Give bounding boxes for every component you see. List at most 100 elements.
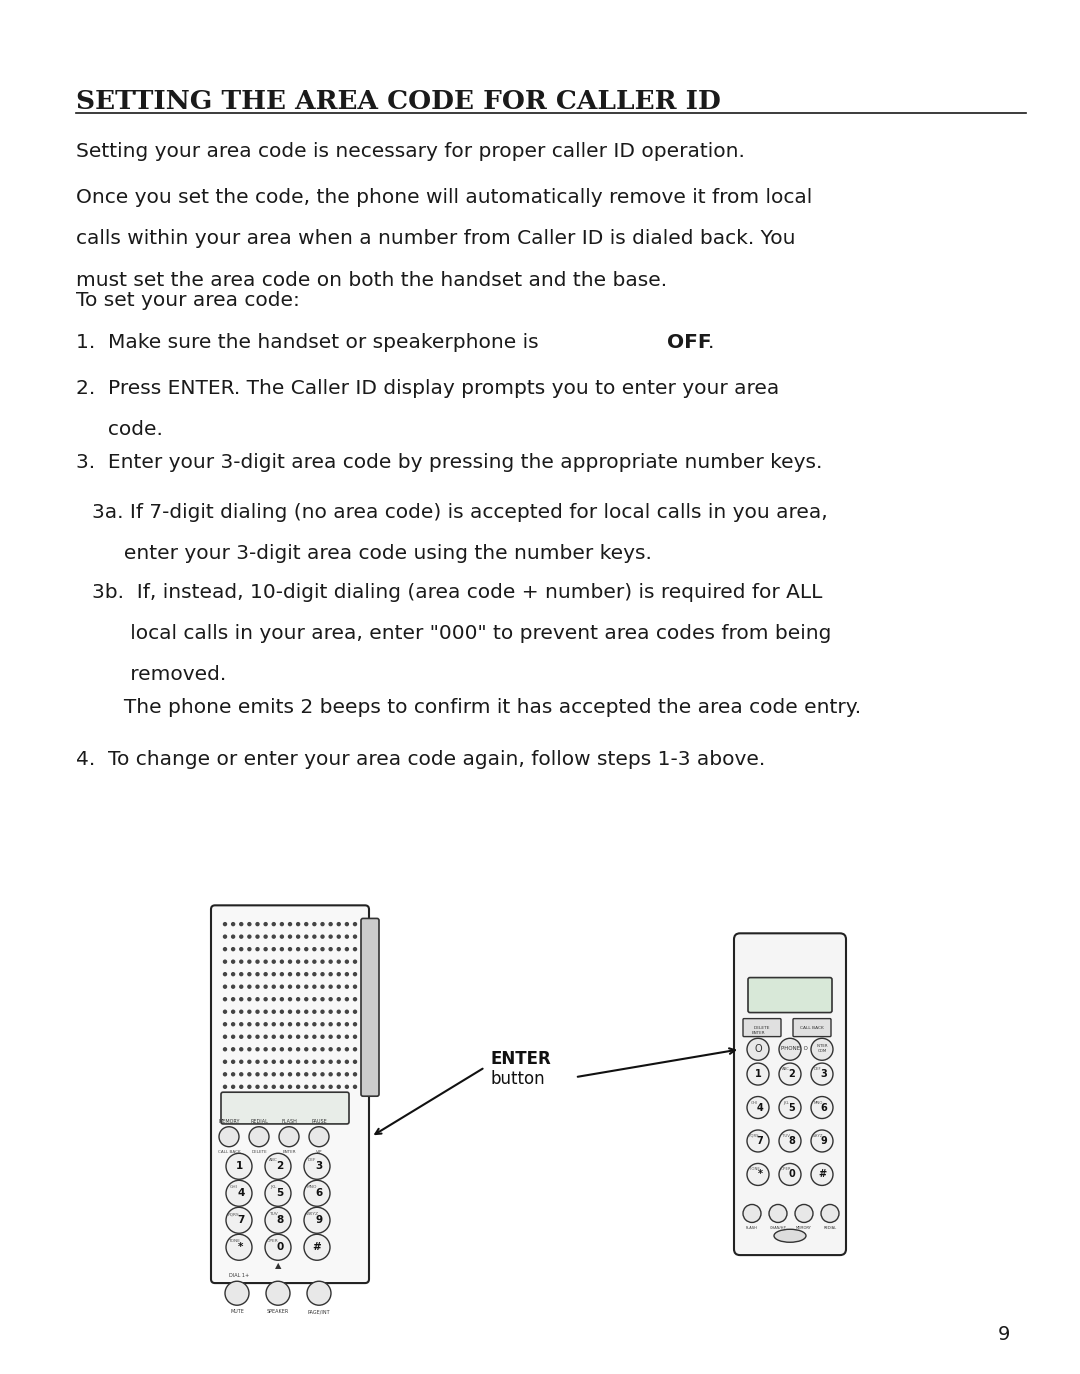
Text: GHI: GHI	[751, 1101, 757, 1105]
Text: MEMORY: MEMORY	[796, 1227, 812, 1231]
Text: calls within your area when a number from Caller ID is dialed back. You: calls within your area when a number fro…	[76, 229, 795, 249]
Circle shape	[281, 973, 283, 976]
Circle shape	[747, 1096, 769, 1118]
Circle shape	[329, 1085, 333, 1088]
Text: To set your area code:: To set your area code:	[76, 291, 299, 311]
Circle shape	[288, 998, 292, 1000]
Circle shape	[248, 960, 251, 963]
Text: DEF: DEF	[308, 1158, 316, 1162]
Circle shape	[313, 1048, 315, 1051]
Circle shape	[231, 1010, 234, 1013]
Text: 9: 9	[315, 1215, 323, 1226]
Circle shape	[256, 1010, 259, 1013]
Circle shape	[272, 973, 275, 976]
Circle shape	[297, 1048, 299, 1051]
Text: MNO: MNO	[307, 1186, 318, 1190]
Circle shape	[272, 1048, 275, 1051]
Circle shape	[224, 922, 227, 926]
Circle shape	[353, 948, 356, 951]
Circle shape	[265, 1234, 291, 1260]
Text: #: #	[312, 1242, 322, 1252]
Circle shape	[305, 960, 308, 963]
Circle shape	[309, 1127, 329, 1147]
Circle shape	[256, 1061, 259, 1063]
Circle shape	[224, 1022, 227, 1026]
Circle shape	[346, 960, 349, 963]
Circle shape	[288, 1085, 292, 1088]
FancyBboxPatch shape	[748, 977, 832, 1013]
Circle shape	[281, 960, 283, 963]
Circle shape	[272, 1085, 275, 1088]
Circle shape	[307, 1281, 330, 1305]
Text: 4: 4	[238, 1189, 245, 1198]
Circle shape	[231, 1035, 234, 1039]
Text: VIP: VIP	[315, 1150, 322, 1154]
Circle shape	[769, 1205, 787, 1223]
Circle shape	[321, 922, 324, 926]
Circle shape	[265, 960, 267, 963]
Circle shape	[256, 973, 259, 976]
Circle shape	[240, 1048, 243, 1051]
Circle shape	[353, 1022, 356, 1026]
Circle shape	[337, 1022, 340, 1026]
Circle shape	[313, 985, 315, 988]
FancyBboxPatch shape	[734, 933, 846, 1254]
Circle shape	[305, 985, 308, 988]
Circle shape	[346, 936, 349, 938]
Circle shape	[281, 936, 283, 938]
Text: 6: 6	[821, 1102, 827, 1113]
Text: must set the area code on both the handset and the base.: must set the area code on both the hands…	[76, 271, 666, 290]
Circle shape	[329, 1022, 333, 1026]
Circle shape	[288, 960, 292, 963]
Circle shape	[346, 998, 349, 1000]
Circle shape	[297, 1073, 299, 1076]
Circle shape	[265, 1035, 267, 1039]
Circle shape	[265, 1061, 267, 1063]
Circle shape	[353, 1073, 356, 1076]
Circle shape	[240, 1085, 243, 1088]
Circle shape	[305, 922, 308, 926]
Text: MEMORY: MEMORY	[218, 1118, 240, 1124]
Circle shape	[249, 1127, 269, 1147]
Circle shape	[305, 998, 308, 1000]
Circle shape	[248, 948, 251, 951]
Circle shape	[305, 936, 308, 938]
FancyBboxPatch shape	[211, 905, 369, 1283]
Circle shape	[329, 998, 333, 1000]
Circle shape	[288, 922, 292, 926]
Circle shape	[272, 922, 275, 926]
Circle shape	[231, 998, 234, 1000]
Circle shape	[224, 1085, 227, 1088]
Circle shape	[353, 1048, 356, 1051]
Text: 5: 5	[276, 1189, 284, 1198]
Text: *: *	[239, 1242, 244, 1252]
Text: removed.: removed.	[92, 665, 226, 684]
Circle shape	[313, 1010, 315, 1013]
Text: TUV: TUV	[269, 1212, 278, 1216]
Circle shape	[779, 1096, 801, 1118]
Circle shape	[281, 948, 283, 951]
Text: JKL: JKL	[783, 1101, 788, 1105]
Circle shape	[288, 1010, 292, 1013]
Circle shape	[224, 1010, 227, 1013]
Text: CALL BACK: CALL BACK	[800, 1025, 824, 1029]
Circle shape	[248, 1022, 251, 1026]
Circle shape	[265, 1180, 291, 1206]
Circle shape	[266, 1281, 291, 1305]
Circle shape	[321, 1010, 324, 1013]
Circle shape	[265, 1010, 267, 1013]
Circle shape	[297, 936, 299, 938]
Circle shape	[305, 1010, 308, 1013]
Text: 1.  Make sure the handset or speakerphone is: 1. Make sure the handset or speakerphone…	[76, 333, 544, 352]
Text: OPER: OPER	[267, 1239, 279, 1243]
Circle shape	[821, 1205, 839, 1223]
Circle shape	[297, 960, 299, 963]
Circle shape	[337, 1073, 340, 1076]
Circle shape	[337, 960, 340, 963]
Text: SETTING THE AREA CODE FOR CALLER ID: SETTING THE AREA CODE FOR CALLER ID	[76, 89, 720, 114]
Circle shape	[337, 922, 340, 926]
Text: OPER: OPER	[781, 1168, 792, 1172]
Circle shape	[272, 936, 275, 938]
Circle shape	[226, 1180, 252, 1206]
Circle shape	[329, 960, 333, 963]
